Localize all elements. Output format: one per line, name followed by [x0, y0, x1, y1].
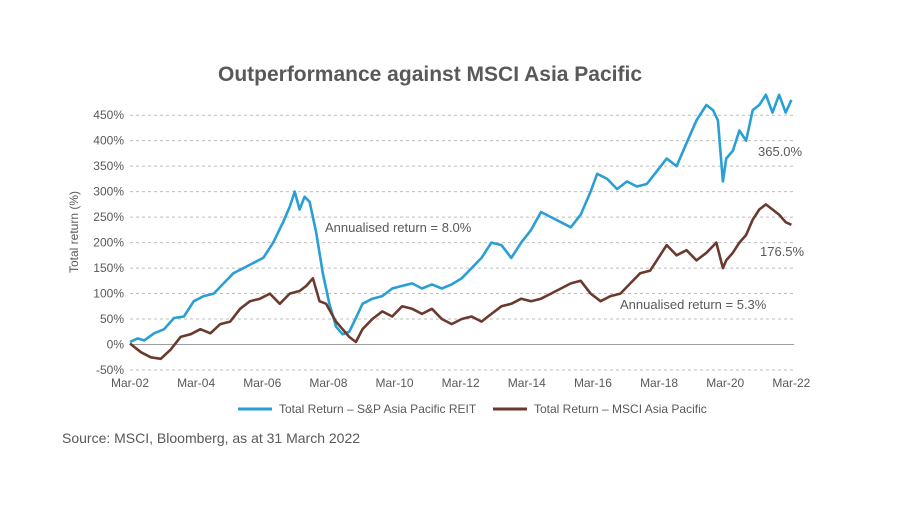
series-line-msci: [129, 203, 792, 361]
y-tick-label: -50%: [96, 363, 124, 377]
y-tick-labels: -50% 0% 50% 100% 150% 200% 250% 300% 350% 400% 450…: [93, 108, 124, 377]
y-tick-label: 350%: [93, 159, 124, 173]
series-line-reit: [129, 93, 793, 344]
x-tick-label: Mar-22: [772, 376, 810, 390]
x-tick-label: Mar-04: [177, 376, 215, 390]
y-axis-label: Total return (%): [67, 191, 81, 273]
x-tick-labels: Mar-02 Mar-04 Mar-06 Mar-08 Mar-10 Mar-12 Mar-…: [111, 376, 811, 390]
x-tick-label: Mar-16: [574, 376, 612, 390]
x-tick-label: Mar-20: [706, 376, 744, 390]
x-tick-label: Mar-12: [442, 376, 480, 390]
y-tick-label: 0%: [107, 338, 125, 352]
series-lines: [129, 93, 793, 361]
y-tick-label: 150%: [93, 261, 124, 275]
source-note: Source: MSCI, Bloomberg, as at 31 March …: [62, 430, 361, 446]
grid-lines: [130, 114, 794, 371]
y-tick-label: 250%: [93, 210, 124, 224]
annotation-msci-annualised: Annualised return = 5.3%: [620, 297, 767, 312]
x-tick-label: Mar-10: [376, 376, 414, 390]
x-tick-label: Mar-18: [640, 376, 678, 390]
legend: Total Return – S&P Asia Pacific REIT Tot…: [238, 402, 707, 416]
x-tick-label: Mar-14: [508, 376, 546, 390]
y-tick-label: 50%: [100, 312, 124, 326]
chart-svg: Outperformance against MSCI Asia Pacific…: [67, 63, 811, 416]
annotation-reit-annualised: Annualised return = 8.0%: [325, 220, 472, 235]
x-tick-label: Mar-02: [111, 376, 149, 390]
annotation-reit-total: 365.0%: [758, 144, 803, 159]
y-tick-label: 450%: [93, 108, 124, 122]
chart-title: Outperformance against MSCI Asia Pacific: [218, 63, 642, 86]
y-tick-label: 100%: [93, 287, 124, 301]
annotation-msci-total: 176.5%: [760, 244, 805, 259]
x-tick-label: Mar-06: [243, 376, 281, 390]
y-tick-label: 200%: [93, 236, 124, 250]
y-tick-label: 300%: [93, 185, 124, 199]
x-tick-label: Mar-08: [309, 376, 347, 390]
legend-label-reit: Total Return – S&P Asia Pacific REIT: [279, 402, 477, 416]
y-tick-label: 400%: [93, 134, 124, 148]
legend-label-msci: Total Return – MSCI Asia Pacific: [534, 402, 707, 416]
